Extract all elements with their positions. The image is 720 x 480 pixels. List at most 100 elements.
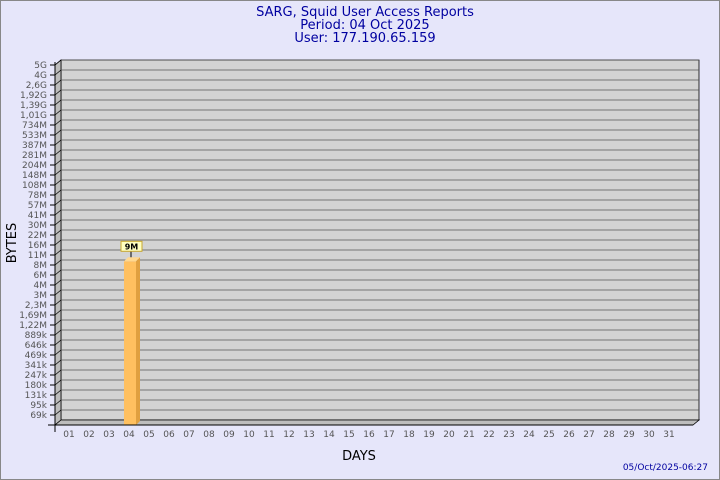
grid-diagonal xyxy=(54,359,62,366)
y-tick-label: 22M xyxy=(28,231,47,241)
y-tick-label: 533M xyxy=(22,131,47,141)
grid-diagonal xyxy=(54,309,62,316)
x-tick-label: 31 xyxy=(663,430,674,440)
y-tick-label: 646k xyxy=(25,341,48,351)
bar-label-box xyxy=(120,240,143,252)
x-tick-label: 23 xyxy=(503,430,514,440)
y-tick-label: 148M xyxy=(22,171,47,181)
bar-data-label: 9M xyxy=(125,242,139,251)
y-tick-label: 108M xyxy=(22,181,47,191)
grid-diagonal xyxy=(54,239,62,246)
grid-diagonal xyxy=(54,99,62,106)
y-tick-label: 1,69M xyxy=(19,311,47,321)
y-tick-label: 1,22M xyxy=(19,321,47,331)
grid-diagonal xyxy=(54,269,62,276)
y-tick-label: 1,01G xyxy=(20,111,47,121)
y-tick-label: 2,6G xyxy=(26,81,47,91)
y-tick-label: 247k xyxy=(25,371,48,381)
grid-diagonal xyxy=(54,169,62,176)
y-tick-label: 78M xyxy=(28,191,47,201)
x-tick-label: 02 xyxy=(83,430,94,440)
x-tick-label: 30 xyxy=(643,430,655,440)
x-tick-label: 27 xyxy=(583,430,594,440)
grid-diagonal xyxy=(54,349,62,356)
x-tick-label: 24 xyxy=(523,430,535,440)
y-tick-label: 131k xyxy=(25,391,48,401)
plot-floor xyxy=(53,419,701,426)
x-tick-label: 12 xyxy=(283,430,294,440)
x-tick-label: 13 xyxy=(303,430,314,440)
y-tick-label: 1,92G xyxy=(20,91,47,101)
y-tick-label: 41M xyxy=(28,211,47,221)
x-tick-label: 28 xyxy=(603,430,615,440)
bar-side xyxy=(136,257,140,425)
grid-diagonal xyxy=(54,329,62,336)
grid-diagonal xyxy=(54,189,62,196)
y-tick-label: 8M xyxy=(34,261,48,271)
x-tick-label: 15 xyxy=(343,430,354,440)
grid-diagonal xyxy=(54,409,62,416)
x-tick-label: 22 xyxy=(483,430,494,440)
x-tick-label: 17 xyxy=(383,430,394,440)
grid-diagonal xyxy=(54,299,62,306)
x-tick-label: 05 xyxy=(143,430,154,440)
y-tick-label: 6M xyxy=(34,271,48,281)
x-tick-label: 18 xyxy=(403,430,415,440)
x-tick-label: 25 xyxy=(543,430,554,440)
x-tick-label: 29 xyxy=(623,430,635,440)
x-axis-label: DAYS xyxy=(342,449,376,464)
chart-period: Period: 04 Oct 2025 xyxy=(300,18,429,33)
grid-diagonal xyxy=(54,119,62,126)
y-tick-label: 11M xyxy=(28,251,47,261)
y-tick-label: 57M xyxy=(28,201,47,211)
y-tick-label: 4M xyxy=(34,281,48,291)
grid-diagonal xyxy=(54,259,62,266)
grid-diagonal xyxy=(54,229,62,236)
grid-diagonal xyxy=(54,289,62,296)
x-tick-label: 03 xyxy=(103,430,114,440)
y-tick-label: 341k xyxy=(25,361,48,371)
grid-diagonal xyxy=(54,139,62,146)
grid-diagonal xyxy=(54,279,62,286)
y-tick-label: 204M xyxy=(22,161,47,171)
grid-diagonal xyxy=(54,219,62,226)
grid-diagonal xyxy=(54,59,62,66)
y-tick-label: 95k xyxy=(30,401,47,411)
y-tick-label: 387M xyxy=(22,141,47,151)
y-tick-label: 3M xyxy=(34,291,48,301)
grid-diagonal xyxy=(54,379,62,386)
y-tick-label: 281M xyxy=(22,151,47,161)
x-tick-label: 06 xyxy=(163,430,175,440)
footer-timestamp: 05/Oct/2025-06:27 xyxy=(623,463,708,473)
chart-title: SARG, Squid User Access Reports xyxy=(256,5,474,20)
x-tick-label: 07 xyxy=(183,430,194,440)
grid-diagonal xyxy=(54,129,62,136)
grid-diagonal xyxy=(54,149,62,156)
bar-top xyxy=(124,257,140,262)
y-tick-label: 30M xyxy=(28,221,47,231)
grid-diagonal xyxy=(54,389,62,396)
x-tick-label: 10 xyxy=(243,430,255,440)
y-tick-label: 16M xyxy=(28,241,47,251)
grid-diagonal xyxy=(54,339,62,346)
x-tick-label: 09 xyxy=(223,430,235,440)
y-tick-label: 469k xyxy=(25,351,48,361)
x-tick-label: 19 xyxy=(423,430,435,440)
x-tick-label: 16 xyxy=(363,430,375,440)
x-tick-label: 21 xyxy=(463,430,474,440)
y-axis-label: BYTES xyxy=(5,223,20,264)
y-tick-label: 180k xyxy=(25,381,48,391)
grid-diagonal xyxy=(54,159,62,166)
grid-diagonal xyxy=(54,319,62,326)
x-tick-label: 04 xyxy=(123,430,135,440)
grid-diagonal xyxy=(54,89,62,96)
x-tick-label: 20 xyxy=(443,430,455,440)
y-tick-label: 734M xyxy=(22,121,47,131)
grid-diagonal xyxy=(54,209,62,216)
x-tick-label: 08 xyxy=(203,430,215,440)
x-tick-label: 14 xyxy=(323,430,335,440)
y-tick-label: 5G xyxy=(34,61,47,71)
x-tick-label: 26 xyxy=(563,430,575,440)
grid-diagonal xyxy=(54,249,62,256)
